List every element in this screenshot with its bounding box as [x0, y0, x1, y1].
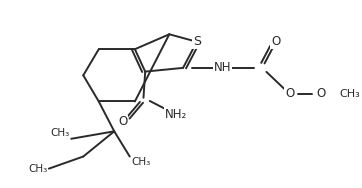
- Text: NH: NH: [214, 61, 231, 74]
- Text: S: S: [193, 35, 201, 48]
- Text: CH₃: CH₃: [131, 157, 151, 168]
- Text: O: O: [118, 115, 127, 128]
- Text: CH₃: CH₃: [340, 89, 360, 99]
- Text: NH₂: NH₂: [165, 108, 187, 121]
- Text: O: O: [272, 35, 281, 48]
- Text: O: O: [316, 87, 325, 101]
- Text: CH₃: CH₃: [28, 164, 47, 174]
- Text: CH₃: CH₃: [50, 128, 70, 138]
- Text: O: O: [285, 87, 294, 101]
